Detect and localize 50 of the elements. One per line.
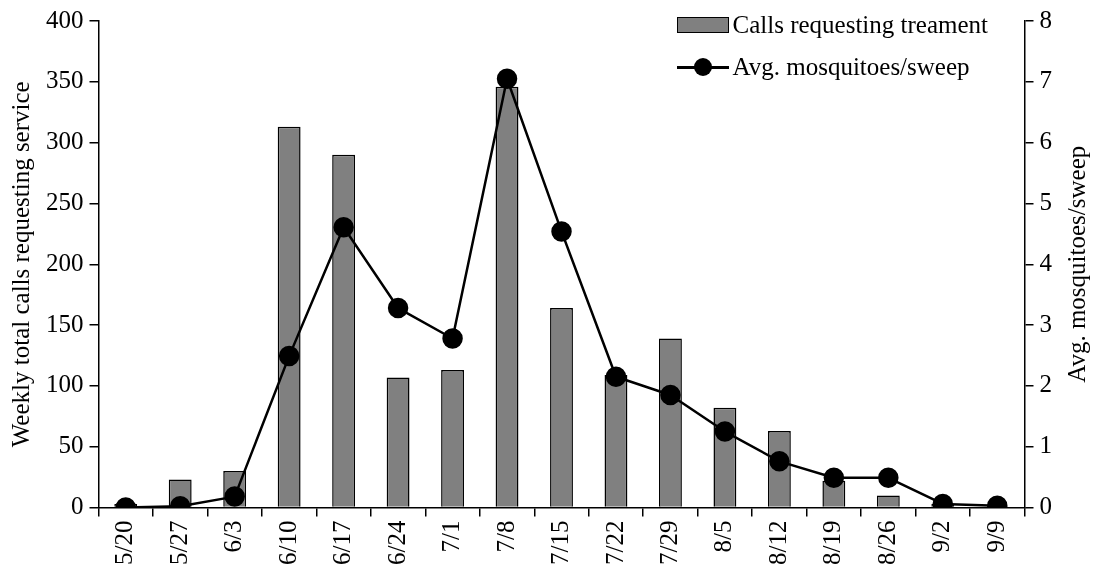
x-tick-label: 5/20 — [110, 520, 138, 566]
point — [878, 467, 899, 488]
x-tick-label: 6/17 — [328, 520, 356, 566]
point — [333, 216, 354, 238]
y2-tick-label: 3 — [1039, 309, 1052, 337]
y-tick-label: 200 — [46, 248, 84, 276]
point — [496, 68, 518, 90]
x-tick-label: 9/9 — [981, 520, 1009, 553]
y-tick-label: 150 — [46, 309, 84, 337]
y-axis-title: Weekly total calls requesting service — [6, 81, 34, 448]
x-tick-label: 7/29 — [655, 520, 682, 566]
x-tick-label: 6/24 — [382, 520, 410, 566]
y2-tick-label: 6 — [1039, 127, 1052, 155]
y-tick-label: 300 — [46, 127, 84, 155]
y2-tick-label: 8 — [1039, 5, 1052, 33]
y-tick-label: 50 — [58, 431, 84, 459]
point — [278, 345, 300, 367]
y-tick-label: 100 — [46, 370, 84, 398]
x-tick-label: 8/12 — [763, 520, 791, 566]
legend-label: Avg. mosquitoes/sweep — [732, 53, 970, 81]
y2-tick-label: 7 — [1039, 66, 1052, 94]
legend-label: Calls requesting treament — [732, 11, 988, 39]
y2-axis-title: Avg. mosquitoes/sweep — [1062, 145, 1090, 383]
y2-tick-label: 1 — [1039, 431, 1052, 459]
x-tick-label: 8/19 — [818, 520, 846, 566]
x-tick-label: 9/2 — [927, 520, 955, 553]
point — [442, 328, 463, 349]
point — [660, 384, 681, 406]
y2-tick-label: 0 — [1039, 492, 1052, 520]
x-tick-label: 6/10 — [273, 520, 301, 566]
point — [823, 467, 845, 488]
point — [551, 221, 572, 242]
y2-tick-label: 5 — [1039, 188, 1052, 216]
y-tick-label: 250 — [46, 188, 84, 216]
x-tick-label: 7/1 — [437, 520, 465, 553]
y-tick-label: 0 — [71, 492, 84, 520]
x-tick-label: 8/26 — [872, 520, 900, 566]
x-tick-label: 6/3 — [219, 520, 247, 553]
x-tick-label: 7/15 — [546, 520, 574, 566]
x-tick-label: 5/27 — [164, 520, 192, 566]
y2-tick-label: 2 — [1039, 370, 1052, 398]
x-tick-label: 7/22 — [600, 520, 628, 566]
y-tick-label: 350 — [46, 66, 84, 94]
point — [605, 366, 627, 388]
y2-tick-label: 4 — [1039, 248, 1053, 276]
x-tick-label: 7/8 — [491, 520, 519, 553]
point — [387, 297, 409, 319]
y-tick-label: 400 — [46, 5, 84, 33]
x-tick-label: 8/5 — [709, 520, 737, 553]
point — [714, 421, 736, 442]
